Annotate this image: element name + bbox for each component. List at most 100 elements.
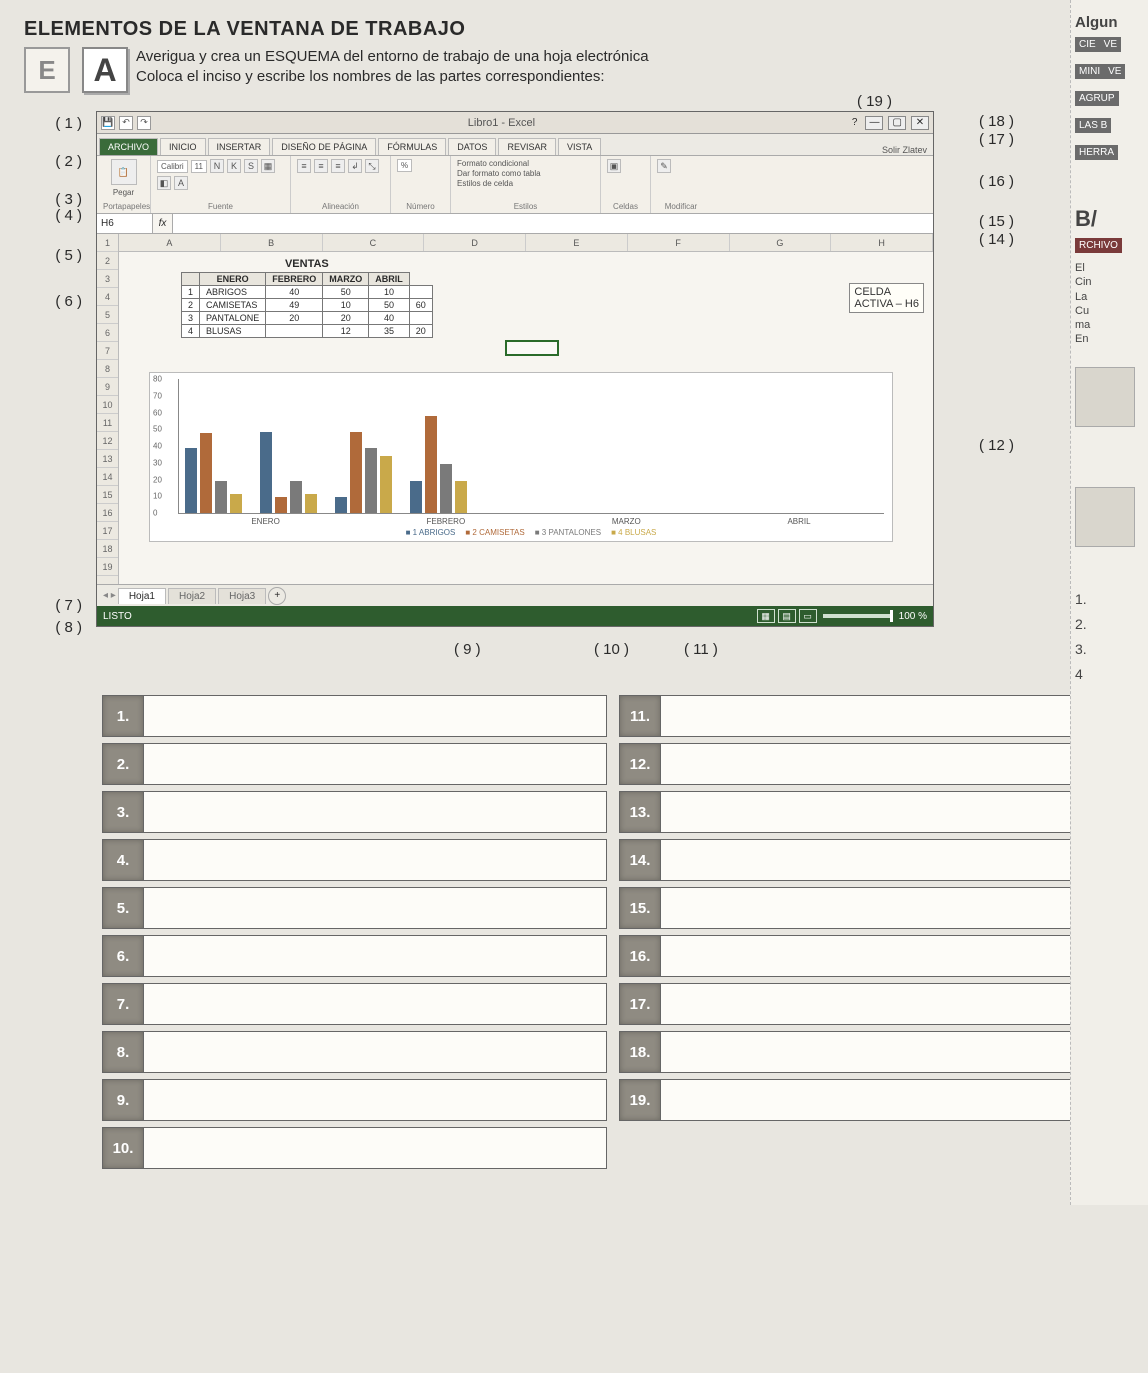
answer-field[interactable] (144, 1031, 607, 1073)
answer-field[interactable] (144, 743, 607, 785)
undo-icon[interactable]: ↶ (119, 116, 133, 130)
underline-button[interactable]: S (244, 159, 258, 173)
wrap-text-icon[interactable]: ↲ (348, 159, 362, 173)
row-header[interactable]: 16 (97, 504, 118, 522)
save-icon[interactable]: 💾 (101, 116, 115, 130)
row-header[interactable]: 18 (97, 540, 118, 558)
fx-icon[interactable]: fx (153, 214, 173, 233)
column-header[interactable]: F (628, 234, 730, 251)
row-header[interactable]: 10 (97, 396, 118, 414)
group-alineacion: Alineación (297, 202, 384, 211)
fill-color-button[interactable]: ◧ (157, 176, 171, 190)
answer-field[interactable] (661, 935, 1124, 977)
minimize-button[interactable]: — (865, 116, 883, 130)
normal-view-icon[interactable]: ▦ (757, 609, 775, 623)
cell-styles-button[interactable]: Estilos de celda (457, 179, 513, 188)
tab-formulas[interactable]: FÓRMULAS (378, 138, 446, 155)
sheet-tab-hoja1[interactable]: Hoja1 (118, 588, 166, 604)
answer-field[interactable] (144, 839, 607, 881)
percent-button[interactable]: % (397, 159, 412, 172)
format-table-button[interactable]: Dar formato como tabla (457, 169, 541, 178)
row-header[interactable]: 11 (97, 414, 118, 432)
border-button[interactable]: ▦ (261, 159, 275, 173)
cells-area[interactable]: VENTAS ENEROFEBREROMARZOABRIL 1ABRIGOS40… (119, 252, 933, 584)
row-header[interactable]: 14 (97, 468, 118, 486)
font-name[interactable]: Calibri (157, 160, 188, 173)
sheet-tab-hoja2[interactable]: Hoja2 (168, 588, 216, 604)
bold-button[interactable]: N (210, 159, 224, 173)
font-color-button[interactable]: A (174, 176, 188, 190)
italic-button[interactable]: K (227, 159, 241, 173)
row-header[interactable]: 13 (97, 450, 118, 468)
align-right-icon[interactable]: ≡ (331, 159, 345, 173)
cond-format-button[interactable]: Formato condicional (457, 159, 529, 168)
tab-diseno[interactable]: DISEÑO DE PÁGINA (272, 138, 376, 155)
row-header[interactable]: 2 (97, 252, 118, 270)
column-header[interactable]: A (119, 234, 221, 251)
tab-insertar[interactable]: INSERTAR (208, 138, 271, 155)
tab-revisar[interactable]: REVISAR (498, 138, 556, 155)
row-header[interactable]: 7 (97, 342, 118, 360)
answer-field[interactable] (661, 695, 1124, 737)
column-header[interactable]: E (526, 234, 628, 251)
align-center-icon[interactable]: ≡ (314, 159, 328, 173)
answer-field[interactable] (661, 887, 1124, 929)
font-size[interactable]: 11 (191, 160, 207, 173)
row-header[interactable]: 12 (97, 432, 118, 450)
merge-icon[interactable]: ⤡ (365, 159, 379, 173)
column-header[interactable]: G (730, 234, 832, 251)
redo-icon[interactable]: ↷ (137, 116, 151, 130)
answer-field[interactable] (144, 1127, 607, 1169)
answer-field[interactable] (144, 935, 607, 977)
page-break-icon[interactable]: ▭ (799, 609, 817, 623)
row-header[interactable]: 5 (97, 306, 118, 324)
edit-icon[interactable]: ✎ (657, 159, 671, 173)
column-header[interactable]: B (221, 234, 323, 251)
column-header[interactable]: H (831, 234, 933, 251)
row-header[interactable]: 19 (97, 558, 118, 576)
help-icon[interactable]: ? (852, 117, 858, 128)
answer-field[interactable] (661, 791, 1124, 833)
close-button[interactable]: ✕ (911, 116, 929, 130)
answer-field[interactable] (661, 983, 1124, 1025)
row-header[interactable]: 15 (97, 486, 118, 504)
paste-button[interactable]: 📋 (111, 159, 137, 185)
tab-vista[interactable]: VISTA (558, 138, 601, 155)
maximize-button[interactable]: ▢ (888, 116, 906, 130)
chart-bar (335, 497, 347, 513)
answer-number: 11. (619, 695, 661, 737)
answer-field[interactable] (144, 695, 607, 737)
cut-line: La (1075, 290, 1144, 304)
align-left-icon[interactable]: ≡ (297, 159, 311, 173)
answer-field[interactable] (661, 839, 1124, 881)
row-header[interactable]: 8 (97, 360, 118, 378)
answer-field[interactable] (144, 983, 607, 1025)
column-header[interactable]: D (424, 234, 526, 251)
answer-field[interactable] (661, 1079, 1124, 1121)
answer-field[interactable] (661, 1031, 1124, 1073)
page-layout-icon[interactable]: ▤ (778, 609, 796, 623)
sheet-tab-hoja3[interactable]: Hoja3 (218, 588, 266, 604)
row-header[interactable]: 1 (97, 234, 118, 252)
tab-archivo[interactable]: ARCHIVO (99, 138, 158, 155)
row-header[interactable]: 6 (97, 324, 118, 342)
answer-field[interactable] (144, 1079, 607, 1121)
tab-datos[interactable]: DATOS (448, 138, 496, 155)
cells-icon[interactable]: ▣ (607, 159, 621, 173)
add-sheet-button[interactable]: + (268, 587, 286, 605)
formula-bar[interactable] (173, 214, 933, 233)
row-header[interactable]: 9 (97, 378, 118, 396)
zoom-slider[interactable] (823, 614, 893, 618)
row-header[interactable]: 3 (97, 270, 118, 288)
answer-field[interactable] (144, 791, 607, 833)
answer-field[interactable] (144, 887, 607, 929)
tab-inicio[interactable]: INICIO (160, 138, 206, 155)
column-header[interactable]: C (323, 234, 425, 251)
row-header[interactable]: 4 (97, 288, 118, 306)
table-cell: 20 (266, 312, 323, 325)
cut-side-number: 1. (1075, 587, 1144, 612)
ribbon-tabs: ARCHIVO INICIO INSERTAR DISEÑO DE PÁGINA… (97, 134, 933, 156)
name-box[interactable]: H6 (97, 214, 153, 233)
row-header[interactable]: 17 (97, 522, 118, 540)
answer-field[interactable] (661, 743, 1124, 785)
